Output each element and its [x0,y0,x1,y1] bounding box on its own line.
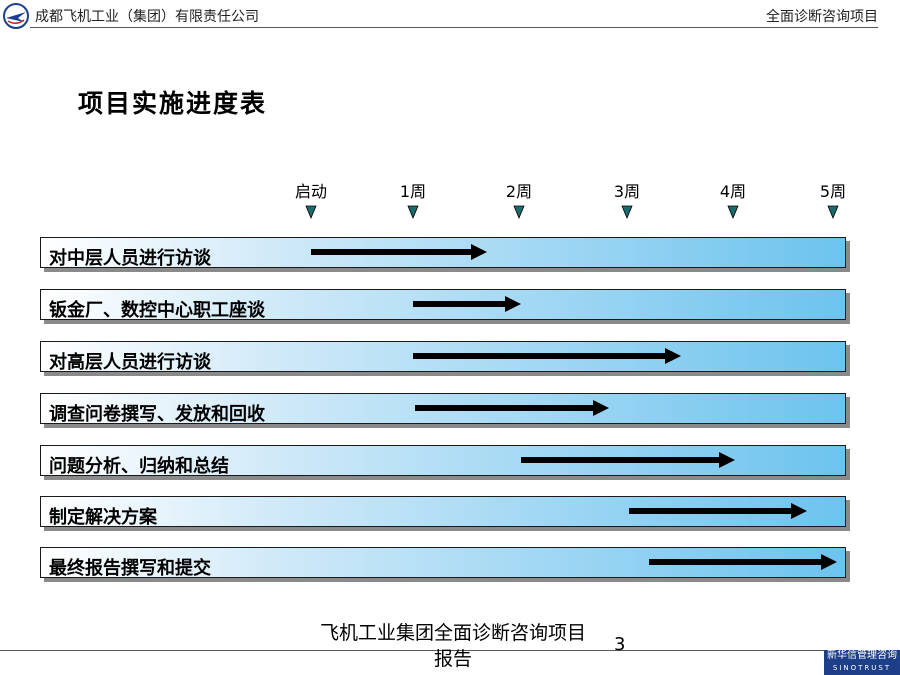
milestone-label: 1周 [399,182,427,201]
milestone-week-2: 2周 [484,181,554,219]
task-duration-arrow [415,400,609,416]
task-row-staff-forums: 钣金厂、数控中心职工座谈 [40,289,846,321]
task-row-analysis: 问题分析、归纳和总结 [40,445,846,477]
task-row-questionnaire: 调查问卷撰写、发放和回收 [40,393,846,425]
task-row-solution: 制定解决方案 [40,496,846,528]
milestone-label: 3周 [613,182,641,201]
milestone-week-1: 1周 [378,181,448,219]
footer-title: 飞机工业集团全面诊断咨询项目报告 [319,622,586,670]
milestone-week-3: 3周 [592,181,662,219]
task-duration-arrow [413,296,521,312]
company-name: 成都飞机工业（集团）有限责任公司 [35,9,259,25]
milestone-week-4: 4周 [698,181,768,219]
task-duration-arrow [413,348,681,364]
brand-name: 新华信管理咨询 [827,650,897,661]
task-duration-arrow [521,452,735,468]
milestone-marker-icon [513,205,525,219]
task-duration-arrow [649,554,837,570]
project-name: 全面诊断咨询项目 [766,9,878,25]
task-label: 最终报告撰写和提交 [49,558,211,579]
task-row-mid-level-interviews: 对中层人员进行访谈 [40,237,846,269]
task-row-final-report: 最终报告撰写和提交 [40,547,846,579]
page-title: 项目实施进度表 [78,89,268,118]
milestone-start: 启动 [276,181,346,219]
task-label: 对高层人员进行访谈 [49,352,211,373]
task-label: 对中层人员进行访谈 [49,248,211,269]
task-label: 制定解决方案 [49,507,157,528]
milestone-label: 启动 [294,182,327,201]
brand-logo: 新华信管理咨询 SINOTRUST [824,650,900,675]
milestone-week-5: 5周 [798,181,868,219]
brand-subtitle: SINOTRUST [832,664,892,672]
page-number: 3 [614,634,626,655]
milestone-marker-icon [621,205,633,219]
milestone-label: 4周 [719,182,747,201]
task-duration-arrow [311,244,487,260]
milestone-marker-icon [727,205,739,219]
task-label: 问题分析、归纳和总结 [49,456,229,477]
task-duration-arrow [629,503,807,519]
header-divider [30,27,878,28]
task-label: 钣金厂、数控中心职工座谈 [49,300,265,321]
milestone-marker-icon [827,205,839,219]
footer-divider [0,650,900,651]
task-label: 调查问卷撰写、发放和回收 [49,404,265,425]
milestone-marker-icon [407,205,419,219]
task-row-senior-interviews: 对高层人员进行访谈 [40,341,846,373]
milestone-marker-icon [305,205,317,219]
milestone-label: 5周 [819,182,847,201]
company-logo [3,3,29,29]
milestone-label: 2周 [505,182,533,201]
